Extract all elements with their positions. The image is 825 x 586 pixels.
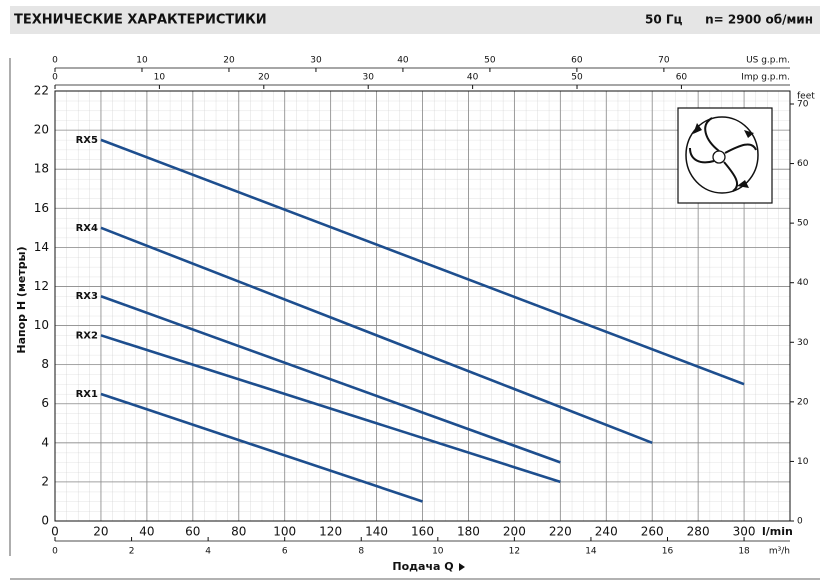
extra-axis-tick-label: 0 bbox=[52, 56, 58, 66]
extra-axis-label: US g.p.m. bbox=[746, 56, 790, 66]
impeller-icon bbox=[677, 107, 773, 204]
extra-axis-tick-label: 60 bbox=[676, 73, 688, 83]
x-tick-label: 0 bbox=[51, 525, 59, 539]
x-tick-label: 20 bbox=[93, 525, 108, 539]
x-tick-label: 120 bbox=[319, 525, 342, 539]
extra-axis-tick-label: 10 bbox=[154, 73, 166, 83]
y2-tick-label: 70 bbox=[797, 99, 809, 109]
series-line bbox=[100, 392, 423, 503]
x-tick-label: 160 bbox=[411, 525, 434, 539]
y2-tick-label: 10 bbox=[797, 457, 809, 467]
extra-axis-tick-label: 2 bbox=[129, 547, 135, 557]
y-tick-label: 14 bbox=[34, 240, 49, 254]
series-line bbox=[100, 138, 745, 386]
x-tick-label: 200 bbox=[503, 525, 526, 539]
arrow bbox=[459, 563, 465, 571]
extra-axis-tick-label: 40 bbox=[467, 73, 479, 83]
y-tick-label: 6 bbox=[41, 396, 49, 410]
y2-axis-label: feet bbox=[797, 92, 815, 102]
x-tick-label: 60 bbox=[185, 525, 200, 539]
series-label: RX3 bbox=[76, 291, 98, 302]
extra-axis-tick-label: 6 bbox=[282, 547, 288, 557]
extra-axis-tick-label: 10 bbox=[136, 56, 148, 66]
frequency: 50 Гц bbox=[645, 13, 683, 27]
extra-axis-tick-label: 50 bbox=[571, 73, 583, 83]
series-label: RX4 bbox=[76, 223, 98, 234]
x-tick-label: 100 bbox=[273, 525, 296, 539]
extra-axis-tick-label: 4 bbox=[205, 547, 211, 557]
x-axis-label: Подача Q bbox=[392, 560, 453, 573]
extra-axis-tick-label: 30 bbox=[310, 56, 322, 66]
extra-axis-tick-label: 40 bbox=[397, 56, 409, 66]
extra-axis-tick-label: 60 bbox=[571, 56, 583, 66]
series-line bbox=[100, 334, 561, 484]
speed: n= 2900 об/мин bbox=[705, 13, 813, 27]
extra-axis-tick-label: 16 bbox=[662, 547, 674, 557]
series-label: RX2 bbox=[76, 330, 98, 341]
x-unit-label: l/min bbox=[762, 525, 793, 538]
series-label: RX5 bbox=[76, 135, 98, 146]
extra-axis-tick-label: 0 bbox=[52, 547, 58, 557]
extra-axis-tick-label: 50 bbox=[484, 56, 496, 66]
y-tick-label: 20 bbox=[34, 123, 49, 137]
series-line bbox=[100, 226, 653, 445]
extra-axis-tick-label: 20 bbox=[258, 73, 270, 83]
series-line bbox=[100, 295, 561, 464]
y-tick-label: 18 bbox=[34, 162, 49, 176]
extra-axis-tick-label: 8 bbox=[358, 547, 364, 557]
y-axis-label: Напор H (метры) bbox=[15, 246, 28, 353]
x-tick-label: 40 bbox=[139, 525, 154, 539]
chart-title: ТЕХНИЧЕСКИЕ ХАРАКТЕРИСТИКИ bbox=[14, 13, 267, 28]
y-tick-label: 16 bbox=[34, 201, 49, 215]
extra-axis-tick-label: 12 bbox=[509, 547, 520, 557]
y-tick-label: 10 bbox=[34, 318, 49, 332]
extra-axis-tick-label: 0 bbox=[52, 73, 58, 83]
x-tick-label: 140 bbox=[365, 525, 388, 539]
extra-axis-tick-label: 70 bbox=[658, 56, 670, 66]
major-grid bbox=[54, 90, 790, 522]
extra-axis-tick-label: 10 bbox=[432, 547, 444, 557]
x-tick-label: 180 bbox=[457, 525, 480, 539]
plot-frame bbox=[54, 90, 791, 522]
y-tick-label: 12 bbox=[34, 279, 49, 293]
extra-axis-tick-label: 18 bbox=[738, 547, 750, 557]
x-tick-label: 220 bbox=[549, 525, 572, 539]
y-tick-label: 22 bbox=[34, 84, 49, 98]
x-tick-label: 240 bbox=[595, 525, 618, 539]
extra-axis-tick-label: 14 bbox=[585, 547, 597, 557]
y-tick-label: 8 bbox=[41, 357, 49, 371]
extra-axis-label: m³/h bbox=[769, 547, 790, 557]
y-tick-label: 2 bbox=[41, 474, 49, 488]
y2-tick-label: 50 bbox=[797, 219, 809, 229]
y2-tick-label: 60 bbox=[797, 159, 809, 169]
y2-tick-label: 40 bbox=[797, 278, 809, 288]
y2-tick-label: 30 bbox=[797, 338, 809, 348]
x-tick-label: 260 bbox=[641, 525, 664, 539]
header-band bbox=[10, 6, 820, 34]
y-tick-label: 4 bbox=[41, 435, 49, 449]
x-tick-label: 280 bbox=[687, 525, 710, 539]
x-tick-label: 80 bbox=[231, 525, 246, 539]
extra-axis-tick-label: 30 bbox=[362, 73, 374, 83]
y2-tick-label: 20 bbox=[797, 397, 809, 407]
extra-axis-label: Imp g.p.m. bbox=[741, 73, 790, 83]
y-tick-label: 0 bbox=[41, 514, 49, 528]
extra-axis-tick-label: 20 bbox=[223, 56, 235, 66]
y2-tick-label: 0 bbox=[797, 517, 803, 527]
x-tick-label: 300 bbox=[733, 525, 756, 539]
series-label: RX1 bbox=[76, 389, 98, 400]
